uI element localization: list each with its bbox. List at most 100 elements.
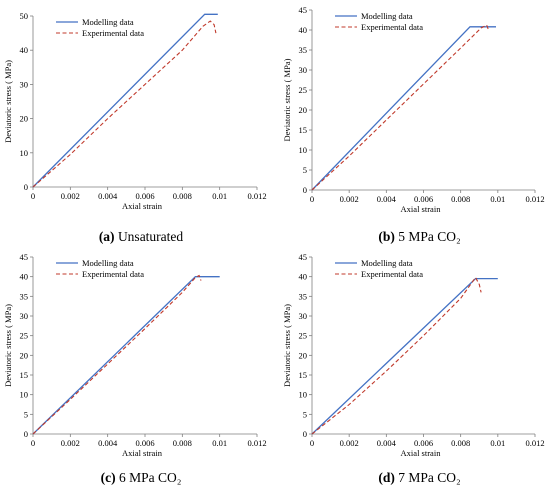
- y-tick-label: 5: [24, 409, 28, 419]
- legend-label: Modelling data: [361, 258, 413, 268]
- y-axis-label: Deviatoric stress ( MPa): [3, 304, 13, 387]
- panel-caption-letter: (d): [378, 470, 395, 485]
- y-axis-label: Deviatoric stress ( MPa): [282, 304, 292, 387]
- x-tick-label: 0.008: [173, 191, 192, 201]
- y-tick-label: 10: [299, 390, 308, 400]
- panel-caption-text: 7 MPa CO₂: [395, 470, 461, 485]
- series-line-modelling: [32, 276, 220, 435]
- y-tick-label: 20: [20, 350, 29, 360]
- y-tick-label: 40: [299, 25, 308, 35]
- x-axis-label: Axial strain: [401, 204, 442, 214]
- x-tick-label: 0: [31, 191, 35, 201]
- series-line-experimental: [311, 24, 490, 191]
- x-tick-label: 0.012: [525, 194, 544, 204]
- y-tick-label: 40: [20, 45, 29, 55]
- legend-label: Experimental data: [361, 269, 423, 279]
- series-line-experimental: [311, 276, 482, 435]
- y-tick-label: 30: [299, 311, 308, 321]
- legend-label: Experimental data: [82, 269, 144, 279]
- x-tick-label: 0.004: [98, 438, 118, 448]
- panel-caption: (c) 6 MPa CO₂: [101, 470, 182, 485]
- y-tick-label: 40: [299, 272, 308, 282]
- series-line-modelling: [311, 277, 498, 435]
- x-tick-label: 0.004: [98, 191, 118, 201]
- y-tick-label: 25: [20, 331, 29, 341]
- x-tick-label: 0.006: [135, 438, 154, 448]
- y-axis-label: Deviatoric stress ( MPa): [282, 58, 292, 141]
- chart-panel-d: 0 0.002 0.004 0.006 0.008 0.01 0.012 0 5 10 15 20 25…: [282, 252, 545, 485]
- y-tick-label: 25: [299, 85, 308, 95]
- y-tick-label: 30: [20, 311, 29, 321]
- legend-label: Experimental data: [361, 22, 423, 32]
- series-line-experimental: [32, 274, 202, 435]
- y-tick-label: 5: [303, 165, 307, 175]
- y-tick-label: 0: [303, 185, 307, 195]
- x-tick-label: 0.01: [490, 438, 505, 448]
- x-tick-label: 0: [310, 194, 314, 204]
- panel-caption: (a) Unsaturated: [99, 229, 184, 244]
- y-tick-label: 35: [299, 291, 308, 301]
- panel-caption: (d) 7 MPa CO₂: [378, 470, 460, 485]
- x-tick-label: 0.01: [212, 438, 227, 448]
- x-axis-label: Axial strain: [122, 201, 163, 211]
- y-tick-label: 25: [299, 331, 308, 341]
- x-tick-label: 0.002: [340, 194, 359, 204]
- x-tick-label: 0.012: [525, 438, 544, 448]
- x-tick-label: 0.002: [61, 438, 80, 448]
- x-tick-label: 0.01: [490, 194, 505, 204]
- x-tick-label: 0.012: [247, 438, 266, 448]
- y-tick-label: 10: [20, 390, 29, 400]
- legend-label: Modelling data: [82, 258, 134, 268]
- y-tick-label: 0: [303, 429, 307, 439]
- panel-caption-text: 5 MPa CO₂: [395, 229, 461, 244]
- series-line-experimental: [32, 20, 217, 188]
- y-tick-label: 20: [20, 114, 29, 124]
- panel-caption-text: Unsaturated: [115, 229, 184, 244]
- y-tick-label: 30: [20, 79, 29, 89]
- chart-panel-a: 0 0.002 0.004 0.006 0.008 0.01 0.012 0 10 20 30 40 5…: [3, 11, 267, 244]
- series-line-modelling: [311, 26, 496, 191]
- y-tick-label: 45: [20, 252, 29, 262]
- y-tick-label: 50: [20, 11, 29, 21]
- x-tick-label: 0.006: [135, 191, 154, 201]
- y-tick-label: 45: [299, 252, 308, 262]
- legend-label: Modelling data: [82, 17, 134, 27]
- series-line-modelling: [32, 13, 218, 188]
- y-tick-label: 20: [299, 105, 308, 115]
- y-tick-label: 5: [303, 409, 307, 419]
- y-tick-label: 10: [20, 148, 29, 158]
- x-axis-label: Axial strain: [122, 448, 163, 458]
- y-tick-label: 15: [20, 370, 29, 380]
- panel-caption-letter: (b): [378, 229, 395, 244]
- y-tick-label: 0: [24, 429, 28, 439]
- x-tick-label: 0.008: [451, 194, 470, 204]
- y-tick-label: 40: [20, 272, 29, 282]
- y-axis-label: Deviatoric stress ( MPa): [3, 60, 13, 143]
- x-axis-label: Axial strain: [401, 448, 442, 458]
- y-tick-label: 15: [299, 370, 308, 380]
- x-tick-label: 0.006: [414, 194, 433, 204]
- x-tick-label: 0.006: [414, 438, 433, 448]
- chart-panel-c: 0 0.002 0.004 0.006 0.008 0.01 0.012 0 5 10 15 20 25…: [3, 252, 267, 485]
- y-tick-label: 15: [299, 125, 308, 135]
- chart-panel-b: 0 0.002 0.004 0.006 0.008 0.01 0.012 0 5 10 15 20 25…: [282, 5, 545, 244]
- y-tick-label: 10: [299, 145, 308, 155]
- panel-caption-letter: (c): [101, 470, 116, 485]
- y-tick-label: 0: [24, 182, 28, 192]
- panel-caption: (b) 5 MPa CO₂: [378, 229, 460, 244]
- x-tick-label: 0.004: [377, 194, 397, 204]
- x-tick-label: 0.008: [173, 438, 192, 448]
- panel-caption-letter: (a): [99, 229, 115, 244]
- legend-label: Modelling data: [361, 11, 413, 21]
- x-tick-label: 0.008: [451, 438, 470, 448]
- x-tick-label: 0: [31, 438, 35, 448]
- y-tick-label: 35: [20, 291, 29, 301]
- x-tick-label: 0.012: [247, 191, 266, 201]
- panel-caption-text: 6 MPa CO₂: [116, 470, 182, 485]
- x-tick-label: 0.002: [61, 191, 80, 201]
- x-tick-label: 0.004: [377, 438, 397, 448]
- y-tick-label: 35: [299, 45, 308, 55]
- y-tick-label: 30: [299, 65, 308, 75]
- x-tick-label: 0.01: [212, 191, 227, 201]
